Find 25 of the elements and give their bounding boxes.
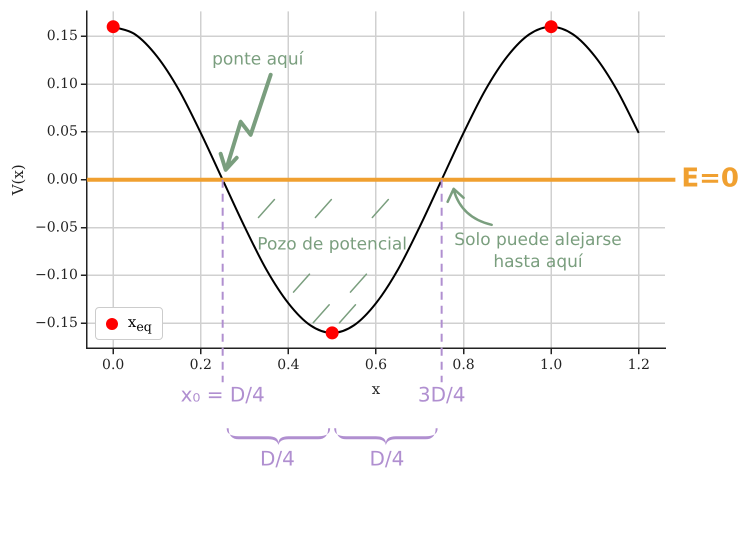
y-axis-title: V(x) <box>8 164 27 196</box>
annotation: ponte aquí <box>212 50 305 70</box>
y-tick-label: 0.00 <box>46 171 78 188</box>
y-tick-label: −0.05 <box>34 219 78 236</box>
x-tick-label: 0.8 <box>452 357 475 374</box>
text: D/4 <box>260 446 295 470</box>
x-axis-title: x <box>372 380 381 398</box>
x-tick-label: 0.0 <box>102 357 124 374</box>
y-tick-label: −0.10 <box>34 267 78 284</box>
annotation: Pozo de potencial <box>257 234 408 254</box>
legend-label: x$_{eq}$ <box>128 313 152 334</box>
ref-line-label: E=0 <box>681 164 740 194</box>
y-tick-label: 0.15 <box>46 28 78 44</box>
x-tick-label: 1.2 <box>628 357 650 374</box>
y-tick-label: −0.15 <box>34 314 78 331</box>
ref-line-label: 3D/4 <box>418 382 466 406</box>
text: D/4 <box>369 446 404 470</box>
x-tick-label: 0.6 <box>364 357 388 374</box>
x-tick-label: 0.2 <box>190 357 212 374</box>
x-tick-label: 1.0 <box>540 357 562 374</box>
y-tick-label: 0.05 <box>46 124 78 140</box>
x-tick-label: 0.4 <box>277 357 300 374</box>
annotation: Solo puede alejarse hasta aquí <box>454 230 622 272</box>
ref-line-label: x₀ = D/4 <box>180 382 265 406</box>
y-tick-label: 0.10 <box>46 76 78 92</box>
